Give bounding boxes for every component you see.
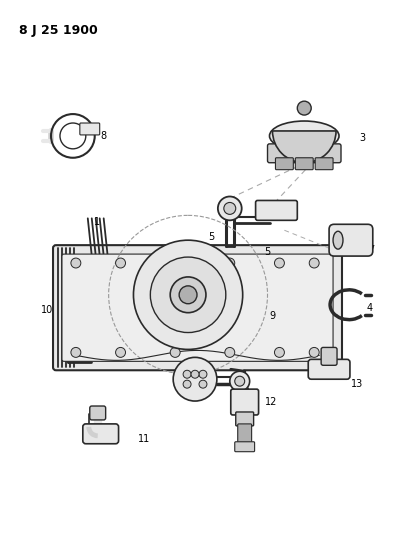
FancyBboxPatch shape — [308, 359, 350, 379]
Circle shape — [191, 370, 199, 378]
FancyBboxPatch shape — [256, 200, 297, 220]
Circle shape — [71, 348, 81, 357]
Text: 4: 4 — [367, 303, 373, 313]
Circle shape — [150, 257, 226, 333]
Circle shape — [183, 380, 191, 388]
FancyBboxPatch shape — [267, 144, 341, 163]
Circle shape — [199, 380, 207, 388]
Circle shape — [115, 348, 125, 357]
Circle shape — [309, 348, 319, 357]
Text: 1: 1 — [94, 217, 100, 227]
FancyBboxPatch shape — [236, 412, 254, 426]
Circle shape — [170, 258, 180, 268]
Circle shape — [218, 197, 242, 220]
FancyBboxPatch shape — [90, 406, 105, 420]
Text: 8 J 25 1900: 8 J 25 1900 — [19, 23, 98, 37]
Circle shape — [71, 258, 81, 268]
Circle shape — [170, 348, 180, 357]
Text: 6: 6 — [289, 204, 295, 213]
FancyBboxPatch shape — [238, 424, 252, 446]
FancyBboxPatch shape — [235, 442, 255, 451]
Text: 5: 5 — [265, 247, 271, 257]
Text: 3: 3 — [359, 133, 365, 143]
Ellipse shape — [333, 231, 343, 249]
Wedge shape — [273, 131, 336, 163]
Circle shape — [297, 101, 311, 115]
Text: 11: 11 — [139, 434, 151, 444]
Circle shape — [275, 348, 285, 357]
Circle shape — [225, 258, 235, 268]
Circle shape — [230, 372, 250, 391]
FancyBboxPatch shape — [329, 224, 373, 256]
FancyBboxPatch shape — [80, 123, 100, 135]
Text: 12: 12 — [265, 397, 277, 407]
FancyBboxPatch shape — [62, 254, 333, 361]
Text: 2: 2 — [222, 208, 228, 219]
Circle shape — [115, 258, 125, 268]
Circle shape — [173, 357, 217, 401]
Text: 5: 5 — [208, 232, 214, 242]
Ellipse shape — [269, 121, 339, 151]
Text: 8: 8 — [101, 131, 107, 141]
FancyBboxPatch shape — [321, 348, 337, 365]
Circle shape — [199, 370, 207, 378]
Circle shape — [170, 277, 206, 313]
Circle shape — [179, 286, 197, 304]
Circle shape — [309, 258, 319, 268]
Circle shape — [224, 203, 236, 214]
FancyBboxPatch shape — [295, 158, 313, 169]
FancyBboxPatch shape — [231, 389, 259, 415]
Circle shape — [183, 370, 191, 378]
FancyBboxPatch shape — [315, 158, 333, 169]
Text: 9: 9 — [269, 311, 276, 321]
Text: 10: 10 — [41, 305, 53, 314]
FancyBboxPatch shape — [83, 424, 119, 444]
Text: 7: 7 — [368, 245, 374, 255]
Text: 13: 13 — [351, 379, 363, 389]
FancyBboxPatch shape — [275, 158, 293, 169]
Circle shape — [133, 240, 243, 350]
Circle shape — [275, 258, 285, 268]
FancyBboxPatch shape — [53, 245, 342, 370]
Circle shape — [235, 376, 245, 386]
Circle shape — [225, 348, 235, 357]
